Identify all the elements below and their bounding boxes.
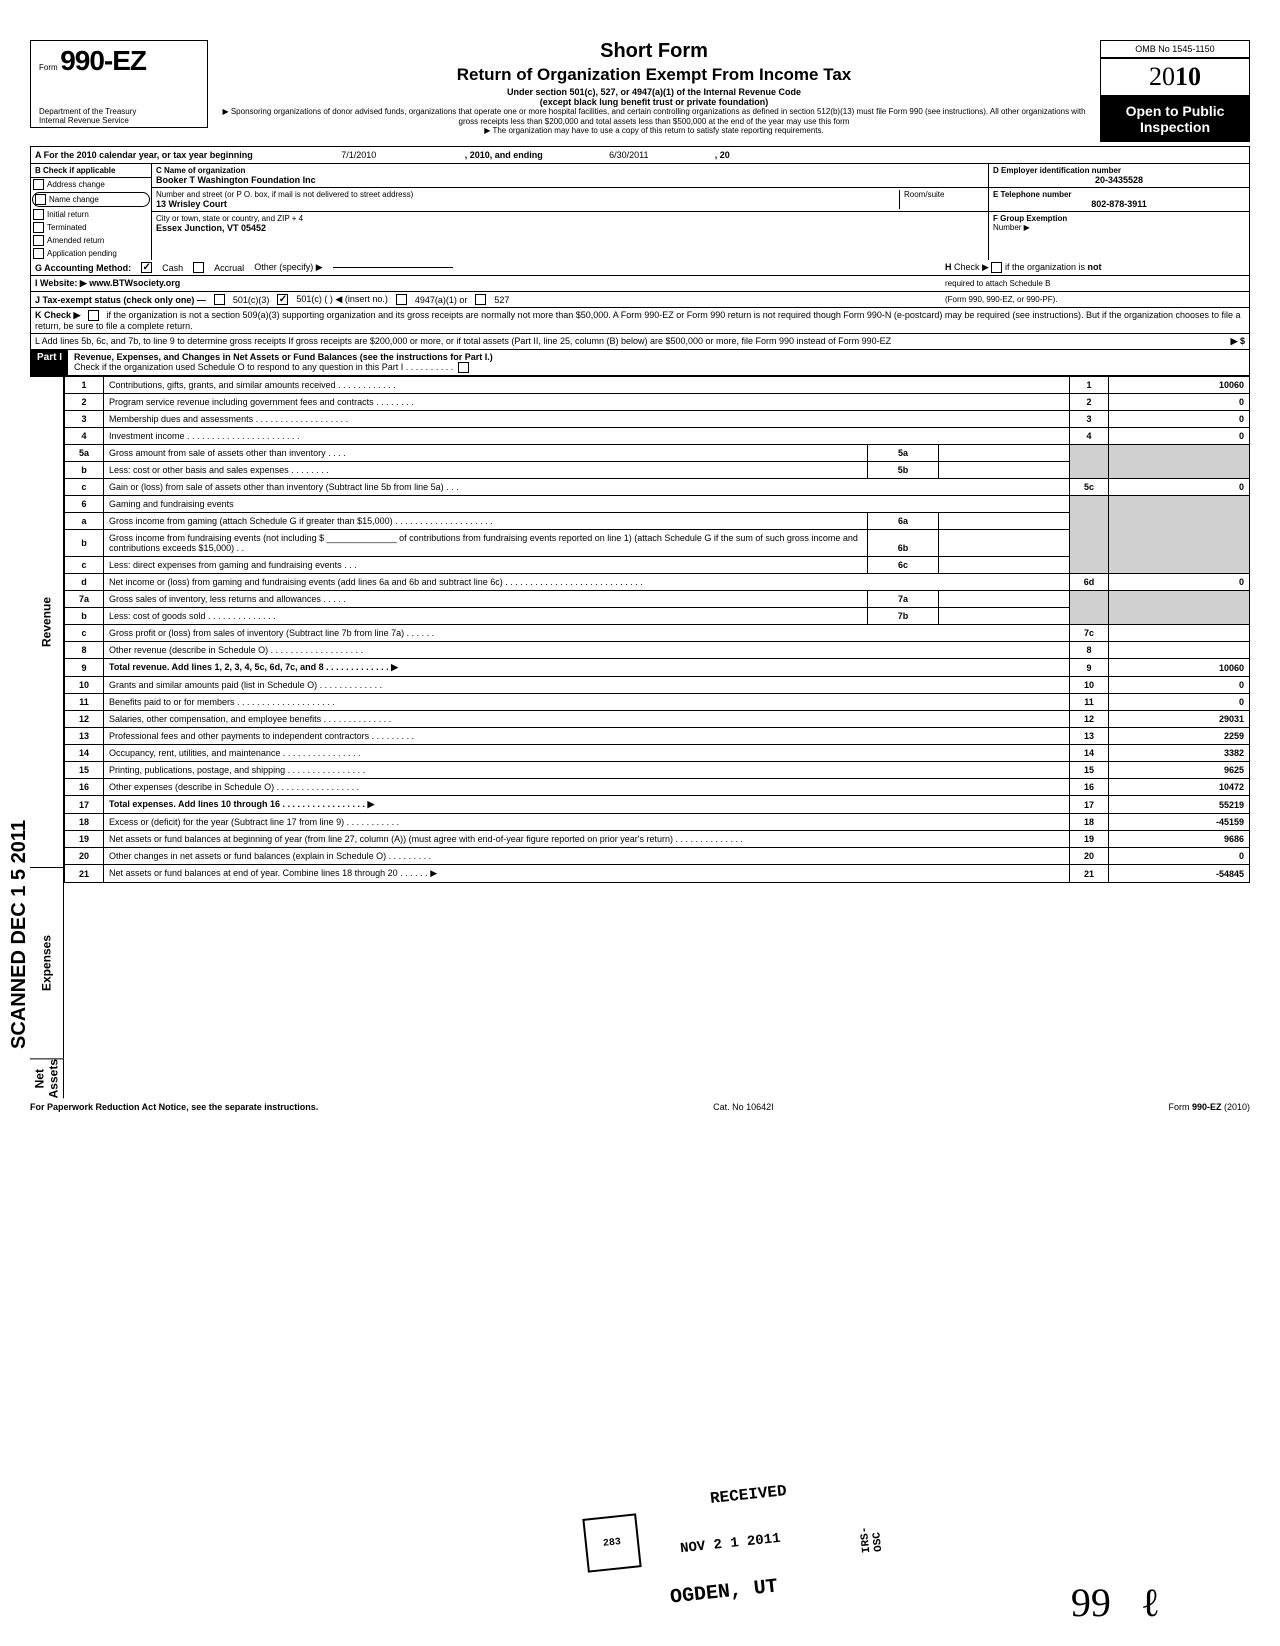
header-center: Short Form Return of Organization Exempt… bbox=[208, 40, 1100, 136]
b-label: B Check if applicable bbox=[31, 164, 151, 178]
omb-number: OMB No 1545-1150 bbox=[1100, 40, 1250, 58]
l-arrow: ▶ $ bbox=[1145, 336, 1245, 347]
cb-4947[interactable] bbox=[396, 294, 407, 305]
fine-print-1: ▶ Sponsoring organizations of donor advi… bbox=[218, 107, 1090, 126]
part1-header-row: Part I Revenue, Expenses, and Changes in… bbox=[30, 350, 1250, 376]
part1-label: Part I bbox=[31, 350, 68, 375]
col-b: B Check if applicable Address change Nam… bbox=[31, 164, 152, 260]
stamp-irs: IRS-OSC bbox=[859, 1525, 886, 1554]
k-label: K Check ▶ bbox=[35, 310, 80, 320]
line-a-mid: , 2010, and ending bbox=[465, 150, 543, 160]
form-number-box: Form 990-EZ Department of the Treasury I… bbox=[30, 40, 208, 128]
col-def: D Employer identification number 20-3435… bbox=[988, 164, 1249, 260]
cb-address-change[interactable] bbox=[33, 179, 44, 190]
l-text: L Add lines 5b, 6c, and 7b, to line 9 to… bbox=[35, 336, 1145, 347]
row-j: J Tax-exempt status (check only one) — 5… bbox=[30, 292, 1250, 308]
cb-terminated[interactable] bbox=[33, 222, 44, 233]
vert-revenue: Revenue bbox=[30, 376, 64, 867]
agency-1: Department of the Treasury bbox=[39, 107, 199, 116]
i-label: I Website: ▶ bbox=[35, 278, 87, 288]
form-header: Form 990-EZ Department of the Treasury I… bbox=[30, 40, 1250, 142]
vert-netassets: Net Assets bbox=[30, 1058, 64, 1098]
line-a: A For the 2010 calendar year, or tax yea… bbox=[30, 146, 1250, 163]
footer: For Paperwork Reduction Act Notice, see … bbox=[30, 1099, 1250, 1112]
cb-h[interactable] bbox=[991, 262, 1002, 273]
part1-title: Revenue, Expenses, and Changes in Net As… bbox=[74, 352, 1243, 362]
i-website: www.BTWsociety.org bbox=[89, 278, 180, 288]
d-label: D Employer identification number bbox=[993, 166, 1245, 175]
line-a-end: 6/30/2011 bbox=[549, 150, 709, 160]
c-city: Essex Junction, VT 05452 bbox=[156, 223, 984, 233]
c-city-label: City or town, state or country, and ZIP … bbox=[156, 214, 984, 223]
scanned-stamp: SCANNED DEC 1 5 2011 bbox=[8, 820, 31, 1049]
fine-print-2: ▶ The organization may have to use a cop… bbox=[218, 126, 1090, 136]
f-label2: Number ▶ bbox=[993, 223, 1245, 232]
e-phone: 802-878-3911 bbox=[993, 199, 1245, 209]
open-to-public: Open to PublicInspection bbox=[1100, 96, 1250, 142]
cb-pending[interactable] bbox=[33, 248, 44, 259]
j-label: J Tax-exempt status (check only one) — bbox=[35, 295, 206, 305]
row-k: K Check ▶ if the organization is not a s… bbox=[30, 308, 1250, 334]
stamp-283: 283 bbox=[582, 1514, 641, 1573]
col-c: C Name of organization Booker T Washingt… bbox=[152, 164, 988, 260]
cb-initial-return[interactable] bbox=[33, 209, 44, 220]
c-addr: 13 Wrisley Court bbox=[156, 199, 899, 209]
h-cont2: (Form 990, 990-EZ, or 990-PF). bbox=[945, 295, 1245, 304]
stamp-ogden: OGDEN, UT bbox=[669, 1576, 779, 1610]
cb-part1-scho[interactable] bbox=[458, 362, 469, 373]
line-a-begin: 7/1/2010 bbox=[259, 150, 459, 160]
subtitle-1: Under section 501(c), 527, or 4947(a)(1)… bbox=[218, 87, 1090, 97]
footer-mid: Cat. No 10642I bbox=[713, 1102, 774, 1112]
cb-name-change[interactable] bbox=[35, 194, 46, 205]
b-checklist: Address change Name change Initial retur… bbox=[31, 178, 151, 260]
e-label: E Telephone number bbox=[993, 190, 1245, 199]
h-text: H Check ▶ if the organization is not bbox=[945, 262, 1245, 273]
header-right: OMB No 1545-1150 2010 Open to PublicInsp… bbox=[1100, 40, 1250, 142]
cb-501c[interactable] bbox=[277, 294, 288, 305]
part1-sub: Check if the organization used Schedule … bbox=[74, 362, 1243, 373]
stamp-received: RECEIVED bbox=[709, 1482, 787, 1508]
cb-accrual[interactable] bbox=[193, 262, 204, 273]
d-ein: 20-3435528 bbox=[993, 175, 1245, 185]
c-org-name: Booker T Washington Foundation Inc bbox=[156, 175, 984, 185]
org-info-block: B Check if applicable Address change Nam… bbox=[30, 163, 1250, 260]
agency-2: Internal Revenue Service bbox=[39, 116, 199, 125]
stamp-date: NOV 2 1 2011 bbox=[679, 1531, 781, 1557]
footer-left: For Paperwork Reduction Act Notice, see … bbox=[30, 1102, 318, 1112]
g-label: G Accounting Method: bbox=[35, 263, 131, 273]
cb-cash[interactable] bbox=[141, 262, 152, 273]
c-room-label: Room/suite bbox=[904, 190, 984, 199]
row-g-h: G Accounting Method: Cash Accrual Other … bbox=[30, 260, 1250, 276]
title-short-form: Short Form bbox=[218, 40, 1090, 63]
k-text: if the organization is not a section 509… bbox=[35, 310, 1241, 331]
cb-amended[interactable] bbox=[33, 235, 44, 246]
cb-501c3[interactable] bbox=[214, 294, 225, 305]
title-return: Return of Organization Exempt From Incom… bbox=[218, 65, 1090, 85]
line-a-end2: , 20 bbox=[715, 150, 730, 160]
row-l: L Add lines 5b, 6c, and 7b, to line 9 to… bbox=[30, 334, 1250, 350]
c-label: C Name of organization bbox=[156, 166, 984, 175]
footer-right: Form 990-EZ (2010) bbox=[1168, 1102, 1250, 1112]
form-number: 990-EZ bbox=[60, 45, 146, 76]
signature-mark: 99 ℓ bbox=[1071, 1579, 1160, 1626]
form-prefix: Form bbox=[39, 63, 58, 72]
vert-expenses: Expenses bbox=[30, 867, 64, 1058]
part1-body: Revenue Expenses Net Assets 1Contributio… bbox=[30, 376, 1250, 1098]
h-cont: required to attach Schedule B bbox=[945, 279, 1245, 288]
c-addr-label: Number and street (or P O. box, if mail … bbox=[156, 190, 899, 199]
row-i: I Website: ▶ www.BTWsociety.org required… bbox=[30, 276, 1250, 292]
part1-table: 1Contributions, gifts, grants, and simil… bbox=[64, 376, 1250, 883]
f-label: F Group Exemption bbox=[993, 214, 1245, 223]
line-a-label: A For the 2010 calendar year, or tax yea… bbox=[35, 150, 253, 160]
cb-k[interactable] bbox=[88, 310, 99, 321]
tax-year: 2010 bbox=[1100, 58, 1250, 96]
cb-527[interactable] bbox=[475, 294, 486, 305]
subtitle-2: (except black lung benefit trust or priv… bbox=[218, 97, 1090, 107]
